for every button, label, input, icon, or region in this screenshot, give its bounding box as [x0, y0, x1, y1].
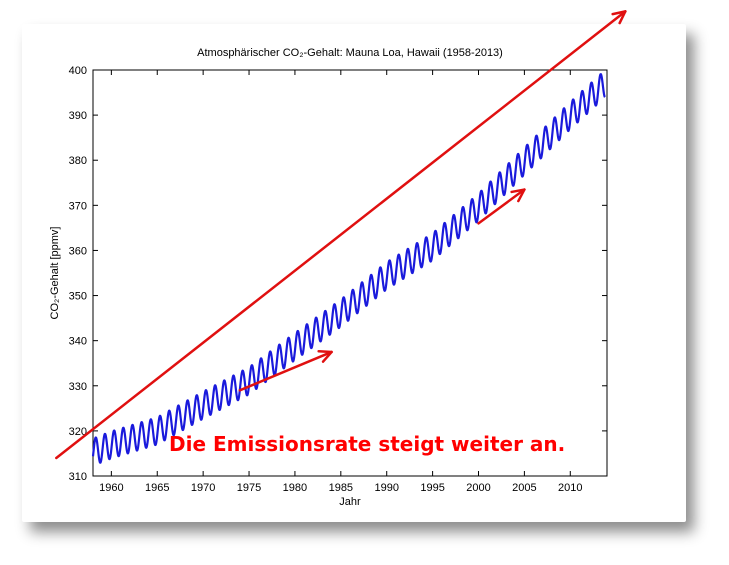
x-tick-label-1975: 1975 — [237, 482, 261, 494]
x-tick-label-2000: 2000 — [466, 482, 490, 494]
y-tick-label-310: 310 — [69, 471, 87, 483]
y-tick-label-320: 320 — [69, 426, 87, 438]
x-tick-label-1970: 1970 — [191, 482, 215, 494]
y-tick-label-400: 400 — [69, 65, 87, 77]
y-tick-label-330: 330 — [69, 381, 87, 393]
y-tick-label-370: 370 — [69, 200, 87, 212]
trend-arrows — [55, 10, 627, 460]
y-tick-label-340: 340 — [69, 336, 87, 348]
x-tick-label-1980: 1980 — [283, 482, 307, 494]
x-tick-label-2005: 2005 — [512, 482, 536, 494]
trend-arrow-3 — [477, 188, 526, 225]
y-axis-label: CO₂-Gehalt [ppmv] — [49, 227, 61, 320]
axis-ticks — [93, 69, 607, 477]
x-tick-label-2010: 2010 — [558, 482, 582, 494]
x-tick-label-1985: 1985 — [329, 482, 353, 494]
annotation-text: Die Emissionsrate steigt weiter an. — [169, 432, 565, 456]
x-axis-label: Jahr — [339, 496, 361, 508]
y-tick-label-390: 390 — [69, 110, 87, 122]
trend-arrow-1 — [55, 10, 627, 460]
x-tick-label-1995: 1995 — [420, 482, 444, 494]
x-tick-label-1965: 1965 — [145, 482, 169, 494]
y-tick-label-350: 350 — [69, 291, 87, 303]
x-tick-label-1960: 1960 — [99, 482, 123, 494]
chart-title: Atmosphärischer CO₂-Gehalt: Mauna Loa, H… — [197, 47, 503, 59]
series-line-co2 — [91, 73, 606, 464]
y-tick-label-380: 380 — [69, 155, 87, 167]
axis-tick-labels: 1960 1965 1970 1975 1980 1985 1990 1995 2000 2005… — [69, 65, 583, 494]
y-tick-label-360: 360 — [69, 245, 87, 257]
trend-arrow-2 — [238, 349, 333, 392]
x-tick-label-1990: 1990 — [374, 482, 398, 494]
